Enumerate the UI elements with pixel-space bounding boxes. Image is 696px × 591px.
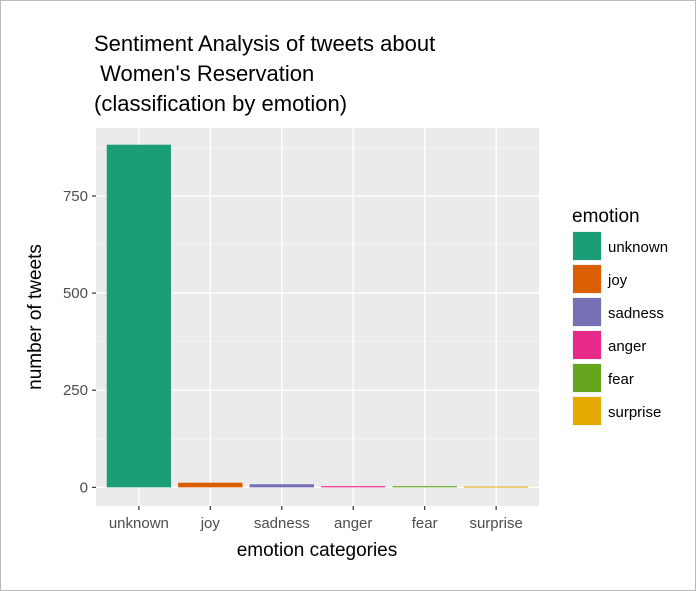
chart-title-line-1: Sentiment Analysis of tweets about (94, 31, 435, 56)
bar-anger (321, 486, 386, 488)
legend-label: joy (607, 272, 628, 289)
legend-swatch-unknown (573, 232, 601, 260)
y-axis-label: number of tweets (25, 244, 46, 390)
y-tick-label: 750 (63, 188, 88, 205)
bar-unknown (106, 144, 172, 488)
legend-swatch-joy (573, 265, 601, 293)
x-tick-label: sadness (254, 515, 310, 532)
legend-label: anger (608, 338, 646, 355)
bar-surprise (463, 486, 529, 488)
x-tick-label: unknown (109, 515, 169, 532)
legend-title: emotion (572, 206, 640, 227)
x-tick-label: joy (200, 515, 221, 532)
x-tick-label: fear (412, 515, 438, 532)
legend-label: fear (608, 371, 634, 388)
legend-swatch-surprise (573, 397, 601, 425)
y-tick-label: 500 (63, 285, 88, 302)
chart-title-line-2: Women's Reservation (94, 61, 314, 86)
legend-label: surprise (608, 404, 661, 421)
legend-label: unknown (608, 239, 668, 256)
y-tick-label: 0 (80, 479, 88, 496)
legend-label: sadness (608, 305, 664, 322)
bar-sadness (249, 484, 314, 488)
bar-fear (392, 486, 457, 488)
x-axis-label: emotion categories (237, 540, 398, 561)
legend-swatch-sadness (573, 298, 601, 326)
legend-swatch-fear (573, 364, 601, 392)
y-tick-label: 250 (63, 382, 88, 399)
bar-joy (178, 482, 243, 488)
x-tick-label: anger (334, 515, 372, 532)
x-tick-label: surprise (469, 515, 522, 532)
chart-title-line-3: (classification by emotion) (94, 91, 347, 116)
legend-swatch-anger (573, 331, 601, 359)
